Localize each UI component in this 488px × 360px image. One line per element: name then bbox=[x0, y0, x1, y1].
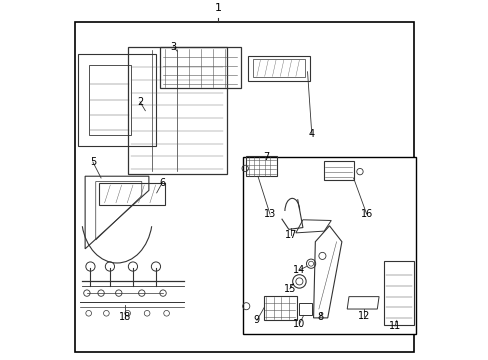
Text: 1: 1 bbox=[214, 3, 221, 13]
Text: 14: 14 bbox=[293, 265, 305, 275]
Bar bbox=[127, 47, 226, 175]
Bar bbox=[324, 161, 353, 180]
Text: 9: 9 bbox=[253, 315, 260, 325]
Bar bbox=[159, 47, 241, 88]
Bar bbox=[242, 157, 415, 334]
Text: 4: 4 bbox=[308, 129, 314, 139]
Bar bbox=[78, 54, 156, 146]
Text: 10: 10 bbox=[293, 319, 305, 329]
Text: 8: 8 bbox=[317, 312, 323, 322]
Text: 15: 15 bbox=[283, 284, 295, 294]
Text: 18: 18 bbox=[119, 312, 131, 322]
Bar bbox=[299, 303, 311, 315]
Bar bbox=[264, 296, 296, 320]
Bar bbox=[88, 65, 131, 135]
Text: 11: 11 bbox=[388, 321, 400, 331]
Text: 17: 17 bbox=[285, 230, 297, 240]
Text: 2: 2 bbox=[137, 97, 143, 107]
Text: 13: 13 bbox=[264, 209, 276, 219]
Text: 5: 5 bbox=[90, 157, 96, 167]
Text: 7: 7 bbox=[263, 152, 269, 162]
Text: 6: 6 bbox=[159, 177, 165, 188]
Text: 3: 3 bbox=[170, 42, 176, 52]
Text: 16: 16 bbox=[360, 209, 372, 219]
Bar bbox=[246, 156, 277, 176]
Text: 12: 12 bbox=[357, 311, 369, 321]
